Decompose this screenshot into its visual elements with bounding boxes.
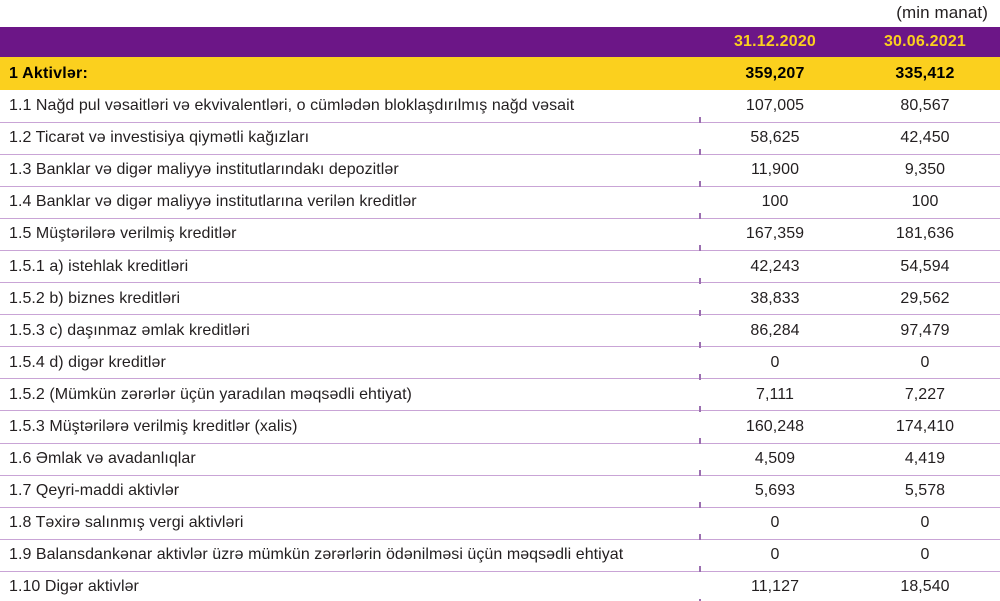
table-row-value-1: 58,625 bbox=[700, 122, 850, 155]
table-row: 1.2 Ticarət və investisiya qiymətli kağı… bbox=[0, 122, 1000, 155]
total-row-value-2: 335,412 bbox=[895, 64, 955, 82]
table-row-value-2: 0 bbox=[850, 507, 1000, 540]
table-row-value-1: 11,900 bbox=[700, 154, 850, 187]
table-row-value-1: 0 bbox=[700, 346, 850, 380]
table-row-value-2: 0 bbox=[850, 539, 1000, 572]
table-row-value-1: 86,284 bbox=[700, 314, 850, 348]
table-row: 1.5.3 c) daşınmaz əmlak kreditləri 86,284… bbox=[0, 314, 1000, 348]
column-header-label bbox=[0, 27, 700, 57]
table-row: 1.5.4 d) digər kreditlər 0 0 bbox=[0, 346, 1000, 380]
table-row-value-1: 42,243 bbox=[700, 250, 850, 284]
table-row-value-1: 100 bbox=[700, 186, 850, 219]
table-row-label: 1.5.1 a) istehlak kreditləri bbox=[0, 250, 701, 284]
table-row-value-2: 80,567 bbox=[850, 90, 1000, 123]
table-row-label: 1.8 Təxirə salınmış vergi aktivləri bbox=[0, 507, 701, 540]
column-header-date-1: 31.12.2020 bbox=[733, 33, 817, 50]
assets-table: 31.12.2020 30.06.2021 1 Aktivlər: 359,20… bbox=[0, 27, 1000, 601]
table-row-value-2: 54,594 bbox=[850, 250, 1000, 284]
table-row-label: 1.5.3 Müştərilərə verilmiş kreditlər (xa… bbox=[0, 410, 701, 444]
total-row-assets: 1 Aktivlər: 359,207 335,412 bbox=[0, 57, 1000, 90]
table-row-value-2: 0 bbox=[850, 346, 1000, 380]
table-row-label: 1.5 Müştərilərə verilmiş kreditlər bbox=[0, 218, 701, 252]
table-row-value-2: 9,350 bbox=[850, 154, 1000, 187]
column-header-date-2: 30.06.2021 bbox=[883, 33, 967, 50]
table-row: 1.9 Balansdankənar aktivlər üzrə mümkün … bbox=[0, 539, 1000, 573]
table-row: 1.5.2 b) biznes kreditləri 38,833 29,562 bbox=[0, 282, 1000, 316]
table-row-label: 1.5.3 c) daşınmaz əmlak kreditləri bbox=[0, 314, 701, 348]
table-row-label: 1.2 Ticarət və investisiya qiymətli kağı… bbox=[0, 122, 701, 155]
table-row-value-2: 29,562 bbox=[850, 282, 1000, 316]
table-row-value-2: 42,450 bbox=[850, 122, 1000, 155]
table-row-value-2: 18,540 bbox=[850, 571, 1000, 601]
table-row: 1.1 Nağd pul vəsaitləri və ekvivalentlər… bbox=[0, 90, 1000, 124]
table-row-label: 1.10 Digər aktivlər bbox=[0, 571, 701, 601]
table-row-label: 1.6 Əmlak və avadanlıqlar bbox=[0, 443, 701, 476]
table-row-value-1: 38,833 bbox=[700, 282, 850, 316]
table-row-label: 1.3 Banklar və digər maliyyə institutlar… bbox=[0, 154, 701, 187]
table-row: 1.6 Əmlak və avadanlıqlar 4,509 4,419 bbox=[0, 443, 1000, 476]
table-row: 1.10 Digər aktivlər 11,127 18,540 bbox=[0, 571, 1000, 601]
table-header: 31.12.2020 30.06.2021 bbox=[0, 27, 1000, 57]
table-row-label: 1.5.2 b) biznes kreditləri bbox=[0, 282, 701, 316]
table-row-value-1: 4,509 bbox=[700, 443, 850, 476]
units-caption: (min manat) bbox=[896, 3, 988, 22]
table-row-label: 1.5.4 d) digər kreditlər bbox=[0, 346, 701, 380]
table-row: 1.5.3 Müştərilərə verilmiş kreditlər (xa… bbox=[0, 410, 1000, 444]
table-row: 1.5 Müştərilərə verilmiş kreditlər 167,35… bbox=[0, 218, 1000, 252]
table-row-value-2: 7,227 bbox=[850, 378, 1000, 412]
table-row-label: 1.5.2 (Mümkün zərərlər üçün yaradılan mə… bbox=[0, 378, 701, 412]
table-body: 1 Aktivlər: 359,207 335,412 1.1 Nağd pul… bbox=[0, 57, 1000, 601]
table-row: 1.3 Banklar və digər maliyyə institutlar… bbox=[0, 154, 1000, 187]
table-row-label: 1.9 Balansdankənar aktivlər üzrə mümkün … bbox=[0, 539, 701, 573]
table-row-value-1: 0 bbox=[700, 539, 850, 572]
table-row-label: 1.1 Nağd pul vəsaitləri və ekvivalentlər… bbox=[0, 90, 701, 124]
table-row: 1.8 Təxirə salınmış vergi aktivləri 0 0 bbox=[0, 507, 1000, 540]
table-row-value-2: 100 bbox=[850, 186, 1000, 219]
total-row-label: 1 Aktivlər: bbox=[9, 64, 88, 82]
table-row: 1.5.2 (Mümkün zərərlər üçün yaradılan mə… bbox=[0, 378, 1000, 412]
table-row: 1.5.1 a) istehlak kreditləri 42,243 54,594 bbox=[0, 250, 1000, 284]
table-row-label: 1.4 Banklar və digər maliyyə institutlar… bbox=[0, 186, 701, 219]
table-header-row: 31.12.2020 30.06.2021 bbox=[0, 27, 1000, 57]
total-row-value-1: 359,207 bbox=[745, 64, 805, 82]
table-row: 1.4 Banklar və digər maliyyə institutlar… bbox=[0, 186, 1000, 219]
table-row-value-2: 181,636 bbox=[850, 218, 1000, 251]
table-row-value-1: 167,359 bbox=[700, 218, 850, 251]
table-row-label: 1.7 Qeyri-maddi aktivlər bbox=[0, 475, 701, 508]
table-row-value-1: 7,111 bbox=[700, 378, 850, 412]
table-row-value-2: 174,410 bbox=[850, 410, 1000, 444]
table-row-value-2: 4,419 bbox=[850, 443, 1000, 476]
table-row: 1.7 Qeyri-maddi aktivlər 5,693 5,578 bbox=[0, 475, 1000, 508]
table-row-value-2: 97,479 bbox=[850, 314, 1000, 348]
table-row-value-2: 5,578 bbox=[850, 475, 1000, 508]
table-row-value-1: 5,693 bbox=[700, 475, 850, 508]
table-row-value-1: 0 bbox=[700, 507, 850, 540]
table-row-value-1: 107,005 bbox=[700, 90, 850, 123]
table-row-value-1: 160,248 bbox=[700, 410, 850, 444]
table-row-value-1: 11,127 bbox=[700, 571, 850, 601]
